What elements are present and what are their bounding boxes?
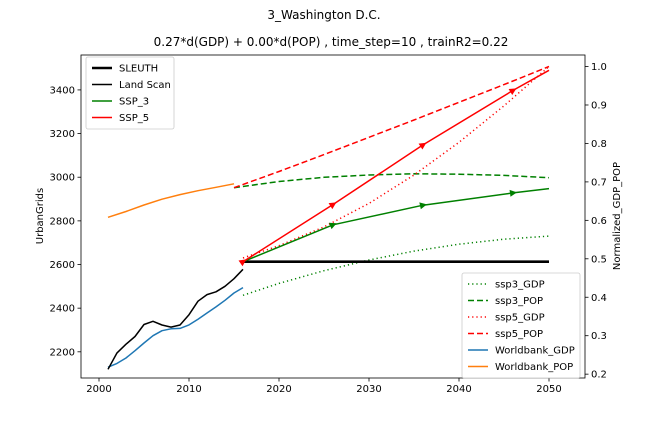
- series-line-ssp-5: [242, 69, 550, 263]
- arrow-marker-ssp-3: [419, 202, 427, 210]
- arrow-marker-ssp-5: [508, 88, 517, 95]
- series-line-land-scan: [107, 268, 244, 370]
- left-y-tick-label: 2400: [50, 304, 75, 315]
- left-y-tick-label: 3200: [50, 129, 75, 140]
- series-line-ssp-3: [242, 187, 550, 263]
- right-y-tick-label: 1.0: [591, 62, 607, 73]
- right-y-tick-label: 0.8: [591, 139, 607, 150]
- right-y-tick-label: 0.3: [591, 331, 607, 342]
- legend-left: SLEUTH Land Scan SSP_3 SSP_5: [85, 56, 175, 130]
- axes-frame: [80, 54, 586, 379]
- right-y-tick-label: 0.6: [591, 216, 607, 227]
- series-line-ssp5-pop: [233, 65, 550, 189]
- plot-lines: [107, 65, 550, 370]
- series-line-worldbank-pop: [107, 183, 235, 219]
- left-y-tick-label: 3000: [50, 173, 75, 184]
- left-y-axis-label: UrbanGrids: [35, 188, 46, 244]
- x-tick-label: 2000: [86, 384, 111, 395]
- x-axis-ticks: 2000 2010 2020 2030 2040 2050: [86, 378, 562, 395]
- plot-frame: [80, 54, 586, 379]
- x-tick-label: 2020: [266, 384, 291, 395]
- arrow-marker-ssp-5-start: [238, 259, 247, 267]
- legend-label-land-scan: Land Scan: [119, 80, 171, 91]
- arrow-marker-ssp-3: [509, 189, 517, 197]
- legend-label-sleuth: SLEUTH: [119, 64, 158, 75]
- series-line-worldbank-gdp: [107, 286, 244, 368]
- x-tick-label: 2010: [176, 384, 201, 395]
- x-tick-label: 2030: [356, 384, 381, 395]
- right-y-axis-ticks: 0.2 0.3 0.4 0.5 0.6 0.7 0.8 0.9 1.0: [585, 62, 607, 381]
- right-y-tick-label: 0.2: [591, 370, 607, 381]
- series-line-ssp3-pop: [233, 173, 550, 189]
- legend-box: [461, 272, 581, 379]
- chart-title: 3_Washington D.C.: [267, 8, 380, 22]
- legend-label-worldbank-gdp: Worldbank_GDP: [495, 346, 575, 357]
- right-y-tick-label: 0.5: [591, 254, 607, 265]
- left-y-axis-ticks: 2200 2400 2600 2800 3000 3200 3400: [50, 85, 81, 358]
- left-y-tick-label: 2800: [50, 216, 75, 227]
- legend-right: ssp3_GDP ssp3_POP ssp5_GDP ssp5_POP Worldban…: [461, 272, 581, 379]
- legend-label-ssp5-pop: ssp5_POP: [495, 329, 543, 340]
- right-y-tick-label: 0.7: [591, 177, 607, 188]
- left-y-tick-label: 2200: [50, 347, 75, 358]
- right-y-tick-label: 0.4: [591, 293, 607, 304]
- right-y-tick-label: 0.9: [591, 100, 607, 111]
- left-y-tick-label: 2600: [50, 260, 75, 271]
- legend-box: [85, 56, 175, 130]
- legend-label-ssp3-gdp: ssp3_GDP: [495, 280, 545, 291]
- legend-label-worldbank-pop: Worldbank_POP: [495, 362, 573, 373]
- x-tick-label: 2050: [536, 384, 561, 395]
- legend-label-ssp-5: SSP_5: [119, 113, 149, 124]
- x-tick-label: 2040: [446, 384, 471, 395]
- right-y-axis-label: Normalized_GDP_POP: [612, 162, 623, 270]
- series-line-ssp5-gdp: [242, 65, 550, 259]
- left-y-tick-label: 3400: [50, 85, 75, 96]
- legend-label-ssp5-gdp: ssp5_GDP: [495, 313, 545, 324]
- arrow-marker-ssp-5: [418, 142, 427, 150]
- arrow-marker-ssp-5: [328, 202, 337, 210]
- legend-label-ssp3-pop: ssp3_POP: [495, 296, 543, 307]
- arrow-marker-ssp-3: [328, 222, 337, 230]
- chart-subtitle: 0.27*d(GDP) + 0.00*d(POP) , time_step=10…: [154, 35, 509, 49]
- legend-label-ssp-3: SSP_3: [119, 97, 149, 108]
